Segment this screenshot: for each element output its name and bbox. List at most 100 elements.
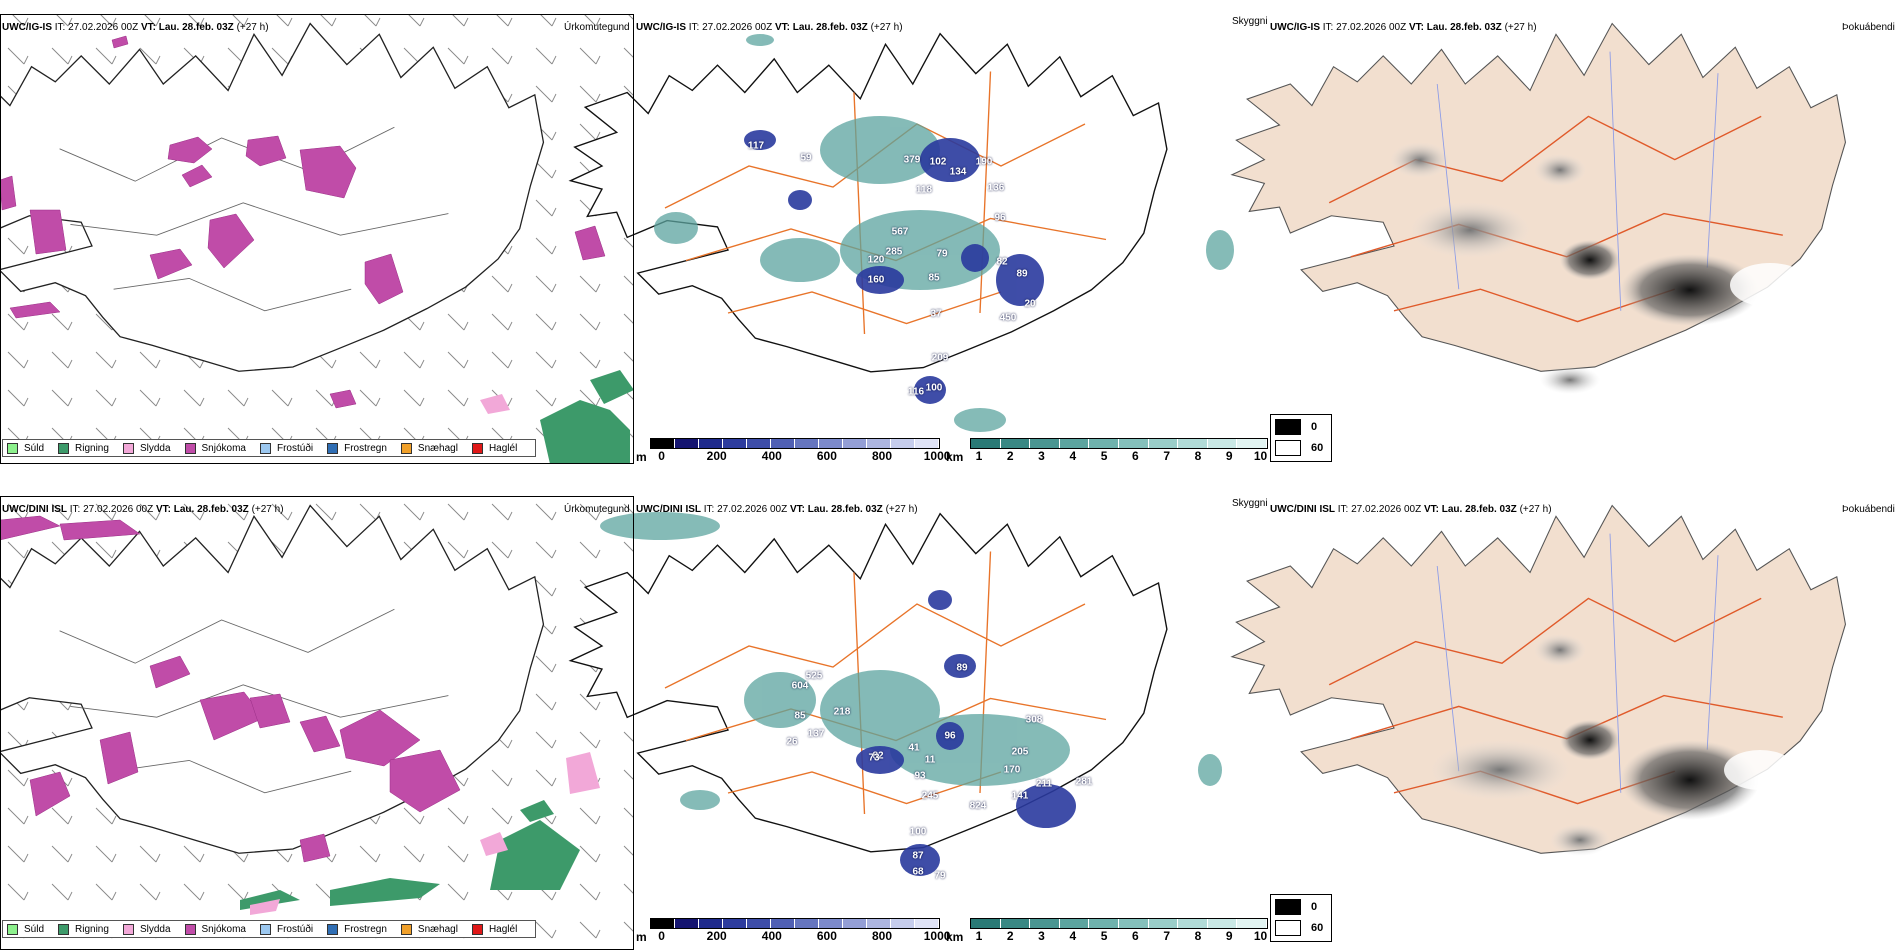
- cloud-base-label: 102: [929, 156, 947, 168]
- colorbar-strip: [650, 918, 940, 929]
- legend-item: Rigning: [58, 442, 109, 454]
- height-colorbar-2: 0 200 400 600 800 1000 m: [636, 918, 950, 944]
- colorbar-segment: [651, 439, 675, 448]
- title-fog-2: Þokuábendi: [1842, 504, 1895, 515]
- colorbar-tick-label: 1: [975, 929, 983, 943]
- cloud-base-label: 116: [907, 386, 925, 398]
- colorbar-segment: [771, 919, 795, 928]
- visibility-colorbar-1: 1 2 3 4 5 6 7 8 9 10 km: [946, 438, 1268, 464]
- legend-swatch: [7, 442, 18, 454]
- fog-legend-2: 0 60: [1270, 894, 1332, 942]
- fog-panel-1: [1231, 22, 1846, 394]
- colorbar-tick-label: 600: [816, 929, 837, 943]
- colorbar-tick-label: 10: [1253, 449, 1268, 463]
- legend-item: Slydda: [122, 923, 171, 935]
- colorbar-tick-label: 8: [1194, 449, 1202, 463]
- header-precip-2: UWC/DINI ISL IT: 27.02.2026 00Z VT: Lau.…: [2, 504, 284, 515]
- legend-item: Súld: [7, 923, 45, 935]
- title-fog-1: Þokuábendi: [1842, 22, 1895, 33]
- cloud-base-label: 211: [1035, 778, 1053, 790]
- cloud-base-label: 525: [805, 670, 823, 682]
- colorbar-tick-label: 800: [871, 449, 893, 463]
- colorbar-ticks: 1 2 3 4 5 6 7 8 9 10: [970, 929, 1268, 943]
- cloud-base-label: 82: [872, 750, 884, 762]
- legend-label: Snjókoma: [201, 442, 246, 454]
- colorbar-segment: [891, 439, 915, 448]
- colorbar-segment: [843, 439, 867, 448]
- colorbar-segment: [891, 919, 915, 928]
- cloud-base-label: 89: [1016, 268, 1028, 280]
- cloud-base-label: 73: [868, 752, 880, 764]
- legend-label: Rigning: [75, 923, 109, 935]
- legend-swatch: [471, 442, 483, 454]
- cloud-base-label: 79: [936, 248, 948, 260]
- colorbar-tick-label: 3: [1038, 449, 1045, 463]
- title-visibility-2: Skyggni: [1232, 498, 1268, 509]
- colorbar-tick-label: 800: [871, 929, 893, 943]
- colorbar-segment: [771, 439, 795, 448]
- header-precip-1: UWC/IG-IS IT: 27.02.2026 00Z VT: Lau. 28…: [2, 22, 269, 33]
- legend-item: Snjókoma: [184, 442, 246, 454]
- colorbar-tick-label: 9: [1225, 449, 1233, 463]
- colorbar-tick-label: 400: [761, 449, 782, 463]
- colorbar-segment: [699, 919, 723, 928]
- fog-swatch: [1275, 920, 1301, 936]
- colorbar-segment: [1237, 919, 1267, 928]
- fog-legend-row: 0: [1275, 418, 1327, 436]
- precip-type-legend-2: Súld Rigning Slydda Snjókoma Frostúði Frostre…: [2, 920, 536, 938]
- cloud-base-label: 87: [912, 850, 924, 862]
- colorbar-segment: [1148, 439, 1179, 448]
- colorbar-unit: km: [946, 450, 964, 464]
- colorbar-tick-label: 400: [761, 929, 782, 943]
- fog-panel-2: [1231, 504, 1846, 856]
- legend-swatch: [400, 923, 412, 935]
- cloud-base-label: 604: [791, 680, 809, 692]
- fog-swatch: [1275, 440, 1301, 456]
- legend-label: Snæhagl: [417, 442, 458, 454]
- colorbar-segment: [819, 439, 843, 448]
- cloud-base-label: 136: [987, 182, 1005, 194]
- legend-item: Haglél: [471, 442, 517, 454]
- legend-swatch: [400, 442, 412, 454]
- colorbar-tick-label: 1: [975, 449, 983, 463]
- legend-swatch: [471, 923, 483, 935]
- title-precip-1: Úrkomutegund: [564, 22, 630, 33]
- legend-item: Frostregn: [327, 923, 387, 935]
- cloud-base-label: 190: [975, 156, 993, 168]
- fog-swatch: [1275, 419, 1301, 435]
- colorbar-segment: [795, 439, 819, 448]
- colorbar-tick-label: 7: [1163, 929, 1171, 943]
- legend-item: Frostúði: [259, 923, 313, 935]
- legend-item: Súld: [7, 442, 44, 454]
- legend-swatch: [58, 442, 70, 454]
- cloud-base-label: 68: [912, 866, 924, 878]
- colorbar-segment: [723, 439, 747, 448]
- colorbar-strip: [650, 438, 940, 449]
- legend-label: Snjókoma: [201, 923, 246, 935]
- precip-frame-1: [0, 14, 634, 464]
- cloud-base-label: 117: [747, 140, 765, 152]
- colorbar-tick-label: 0: [658, 929, 665, 943]
- fog-label: 60: [1311, 922, 1324, 934]
- colorbar-segment: [1089, 439, 1119, 448]
- legend-label: Slydda: [139, 923, 171, 935]
- colorbar-segment: [1000, 919, 1031, 928]
- cloud-base-label: 118: [915, 184, 933, 196]
- colorbar-segment: [971, 919, 1001, 928]
- cloud-base-label: 85: [928, 272, 940, 284]
- cloud-base-label: 100: [909, 826, 927, 838]
- snow-areas: [0, 35, 606, 409]
- visibility-colorbar-2: 1 2 3 4 5 6 7 8 9 10 km: [946, 918, 1268, 944]
- legend-label: Súld: [24, 923, 45, 935]
- cloud-base-label: 37: [930, 308, 942, 320]
- cloud-base-label: 20: [1024, 298, 1036, 310]
- cloud-base-label: 205: [1011, 746, 1029, 758]
- legend-item: Snjókoma: [184, 923, 246, 935]
- legend-label: Snæhagl: [417, 923, 458, 935]
- colorbar-unit: m: [636, 450, 647, 464]
- colorbar-segment: [1178, 439, 1208, 448]
- colorbar-segment: [651, 919, 675, 928]
- cloud-base-label: 450: [999, 312, 1017, 324]
- colorbar-unit: km: [946, 930, 964, 944]
